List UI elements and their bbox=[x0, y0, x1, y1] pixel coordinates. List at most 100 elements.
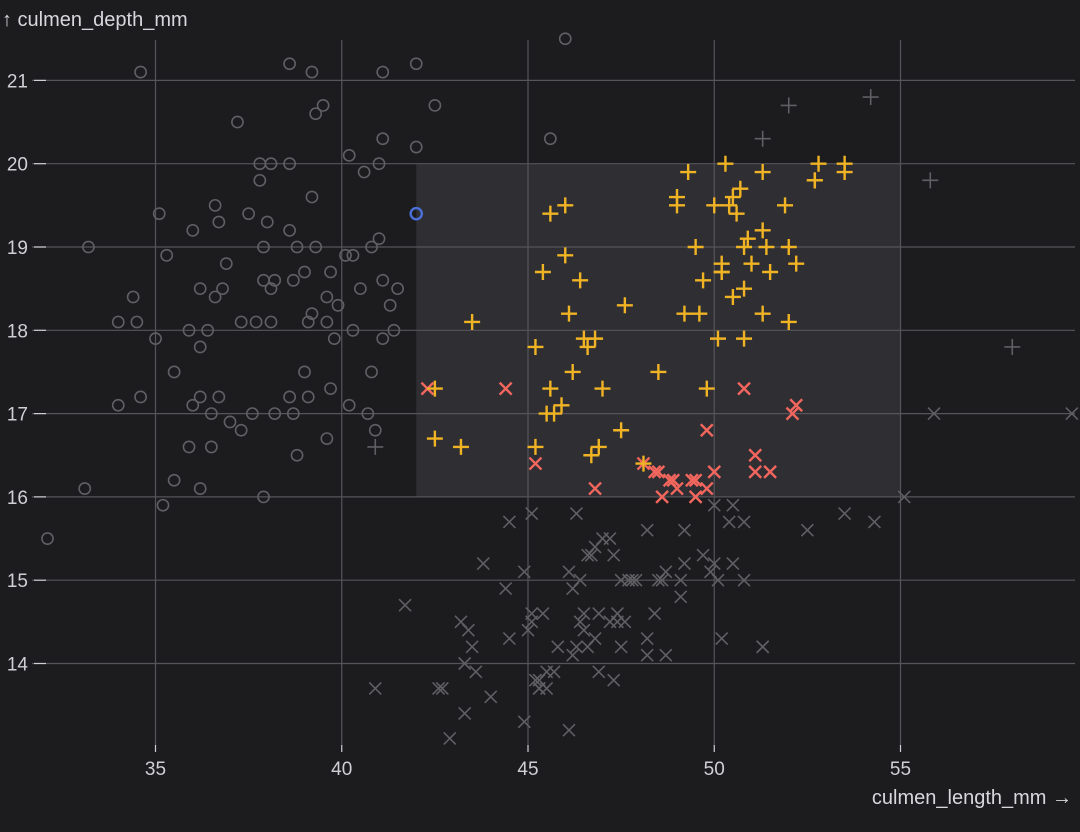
plus-point bbox=[754, 305, 771, 322]
cross-point bbox=[785, 406, 800, 421]
cross-point bbox=[800, 523, 814, 537]
cross-point bbox=[838, 506, 852, 521]
circle-point bbox=[331, 298, 345, 312]
circle-point bbox=[320, 432, 334, 445]
circle-point bbox=[167, 473, 181, 487]
circle-point bbox=[320, 315, 334, 329]
circle-point bbox=[324, 265, 337, 279]
plus-point bbox=[717, 155, 734, 172]
plus-point bbox=[553, 397, 570, 414]
circle-point bbox=[283, 390, 296, 404]
cross-point bbox=[551, 640, 565, 654]
cross-point bbox=[726, 556, 740, 571]
circle-point bbox=[245, 407, 259, 420]
circle-point bbox=[234, 423, 248, 437]
circle-point bbox=[301, 315, 315, 329]
cross-point bbox=[640, 631, 654, 646]
plus-point bbox=[464, 313, 481, 330]
plus-point bbox=[426, 380, 443, 397]
circle-point bbox=[257, 240, 270, 254]
circle-point bbox=[130, 315, 144, 329]
circle-point bbox=[156, 498, 170, 512]
data-marks bbox=[41, 32, 1079, 746]
cross-point bbox=[368, 681, 382, 696]
plus-point bbox=[590, 438, 607, 455]
cross-point bbox=[867, 515, 881, 529]
plus-point bbox=[724, 288, 741, 305]
circle-point bbox=[290, 448, 304, 462]
circle-point bbox=[167, 365, 181, 379]
circle-point bbox=[193, 390, 207, 404]
plus-point bbox=[736, 239, 753, 255]
cross-point bbox=[699, 423, 714, 438]
plus-point bbox=[736, 280, 753, 297]
plus-point bbox=[724, 189, 741, 206]
cross-point bbox=[569, 506, 583, 521]
circle-point bbox=[376, 273, 390, 287]
cross-point bbox=[498, 381, 513, 396]
circle-point bbox=[268, 407, 282, 420]
circle-point bbox=[160, 248, 174, 262]
plus-point bbox=[594, 380, 611, 397]
plus-point bbox=[862, 89, 879, 106]
circle-point bbox=[372, 232, 386, 246]
plus-point bbox=[806, 172, 823, 189]
plus-point bbox=[709, 330, 726, 347]
cross-point bbox=[528, 673, 543, 687]
cross-point bbox=[651, 465, 666, 479]
circle-point bbox=[231, 115, 244, 129]
plus-point bbox=[542, 380, 559, 397]
circle-point bbox=[283, 157, 296, 171]
cross-point bbox=[707, 556, 721, 571]
y-tick-label: 14 bbox=[7, 655, 29, 676]
circle-point bbox=[391, 282, 405, 296]
circle-point bbox=[126, 290, 140, 304]
cross-point bbox=[484, 690, 498, 704]
cross-point bbox=[566, 648, 580, 662]
cross-point bbox=[655, 490, 669, 504]
circle-point bbox=[111, 315, 125, 329]
circle-point bbox=[186, 398, 200, 412]
cross-point bbox=[897, 490, 911, 504]
circle-point bbox=[283, 57, 296, 71]
y-tick-label: 21 bbox=[7, 71, 28, 92]
cross-point bbox=[726, 498, 740, 512]
cross-point bbox=[610, 615, 624, 629]
cross-point bbox=[607, 673, 621, 687]
plus-point bbox=[1004, 338, 1021, 355]
circle-point bbox=[152, 207, 166, 221]
cross-point bbox=[528, 456, 543, 471]
x-tick-label: 45 bbox=[517, 759, 538, 780]
cross-point bbox=[584, 548, 598, 562]
circle-point bbox=[346, 323, 360, 337]
cross-point bbox=[651, 573, 665, 587]
circle-point bbox=[257, 490, 270, 504]
cross-point bbox=[756, 640, 770, 654]
plus-point bbox=[680, 164, 697, 181]
plus-point bbox=[534, 263, 551, 280]
plus-point bbox=[780, 97, 797, 114]
circle-point bbox=[309, 240, 323, 254]
cross-point bbox=[502, 515, 516, 529]
circle-point bbox=[253, 173, 267, 187]
cross-point bbox=[1065, 407, 1079, 421]
cross-point bbox=[562, 565, 576, 579]
circle-point bbox=[134, 65, 147, 79]
cross-point bbox=[625, 573, 639, 587]
plus-point bbox=[564, 363, 581, 380]
cross-point bbox=[521, 623, 535, 637]
circle-point bbox=[204, 440, 218, 454]
circle-point bbox=[305, 190, 319, 204]
circle-point bbox=[383, 298, 397, 312]
cross-point bbox=[715, 631, 729, 646]
circle-point bbox=[234, 315, 248, 329]
circle-point bbox=[365, 240, 378, 254]
cross-point bbox=[458, 656, 472, 671]
plus-point bbox=[695, 272, 712, 289]
cross-point bbox=[648, 606, 662, 621]
plus-point bbox=[687, 239, 704, 255]
circle-point bbox=[342, 148, 356, 162]
cross-point bbox=[748, 448, 763, 463]
circle-point bbox=[264, 282, 278, 296]
circle-point bbox=[204, 407, 218, 420]
